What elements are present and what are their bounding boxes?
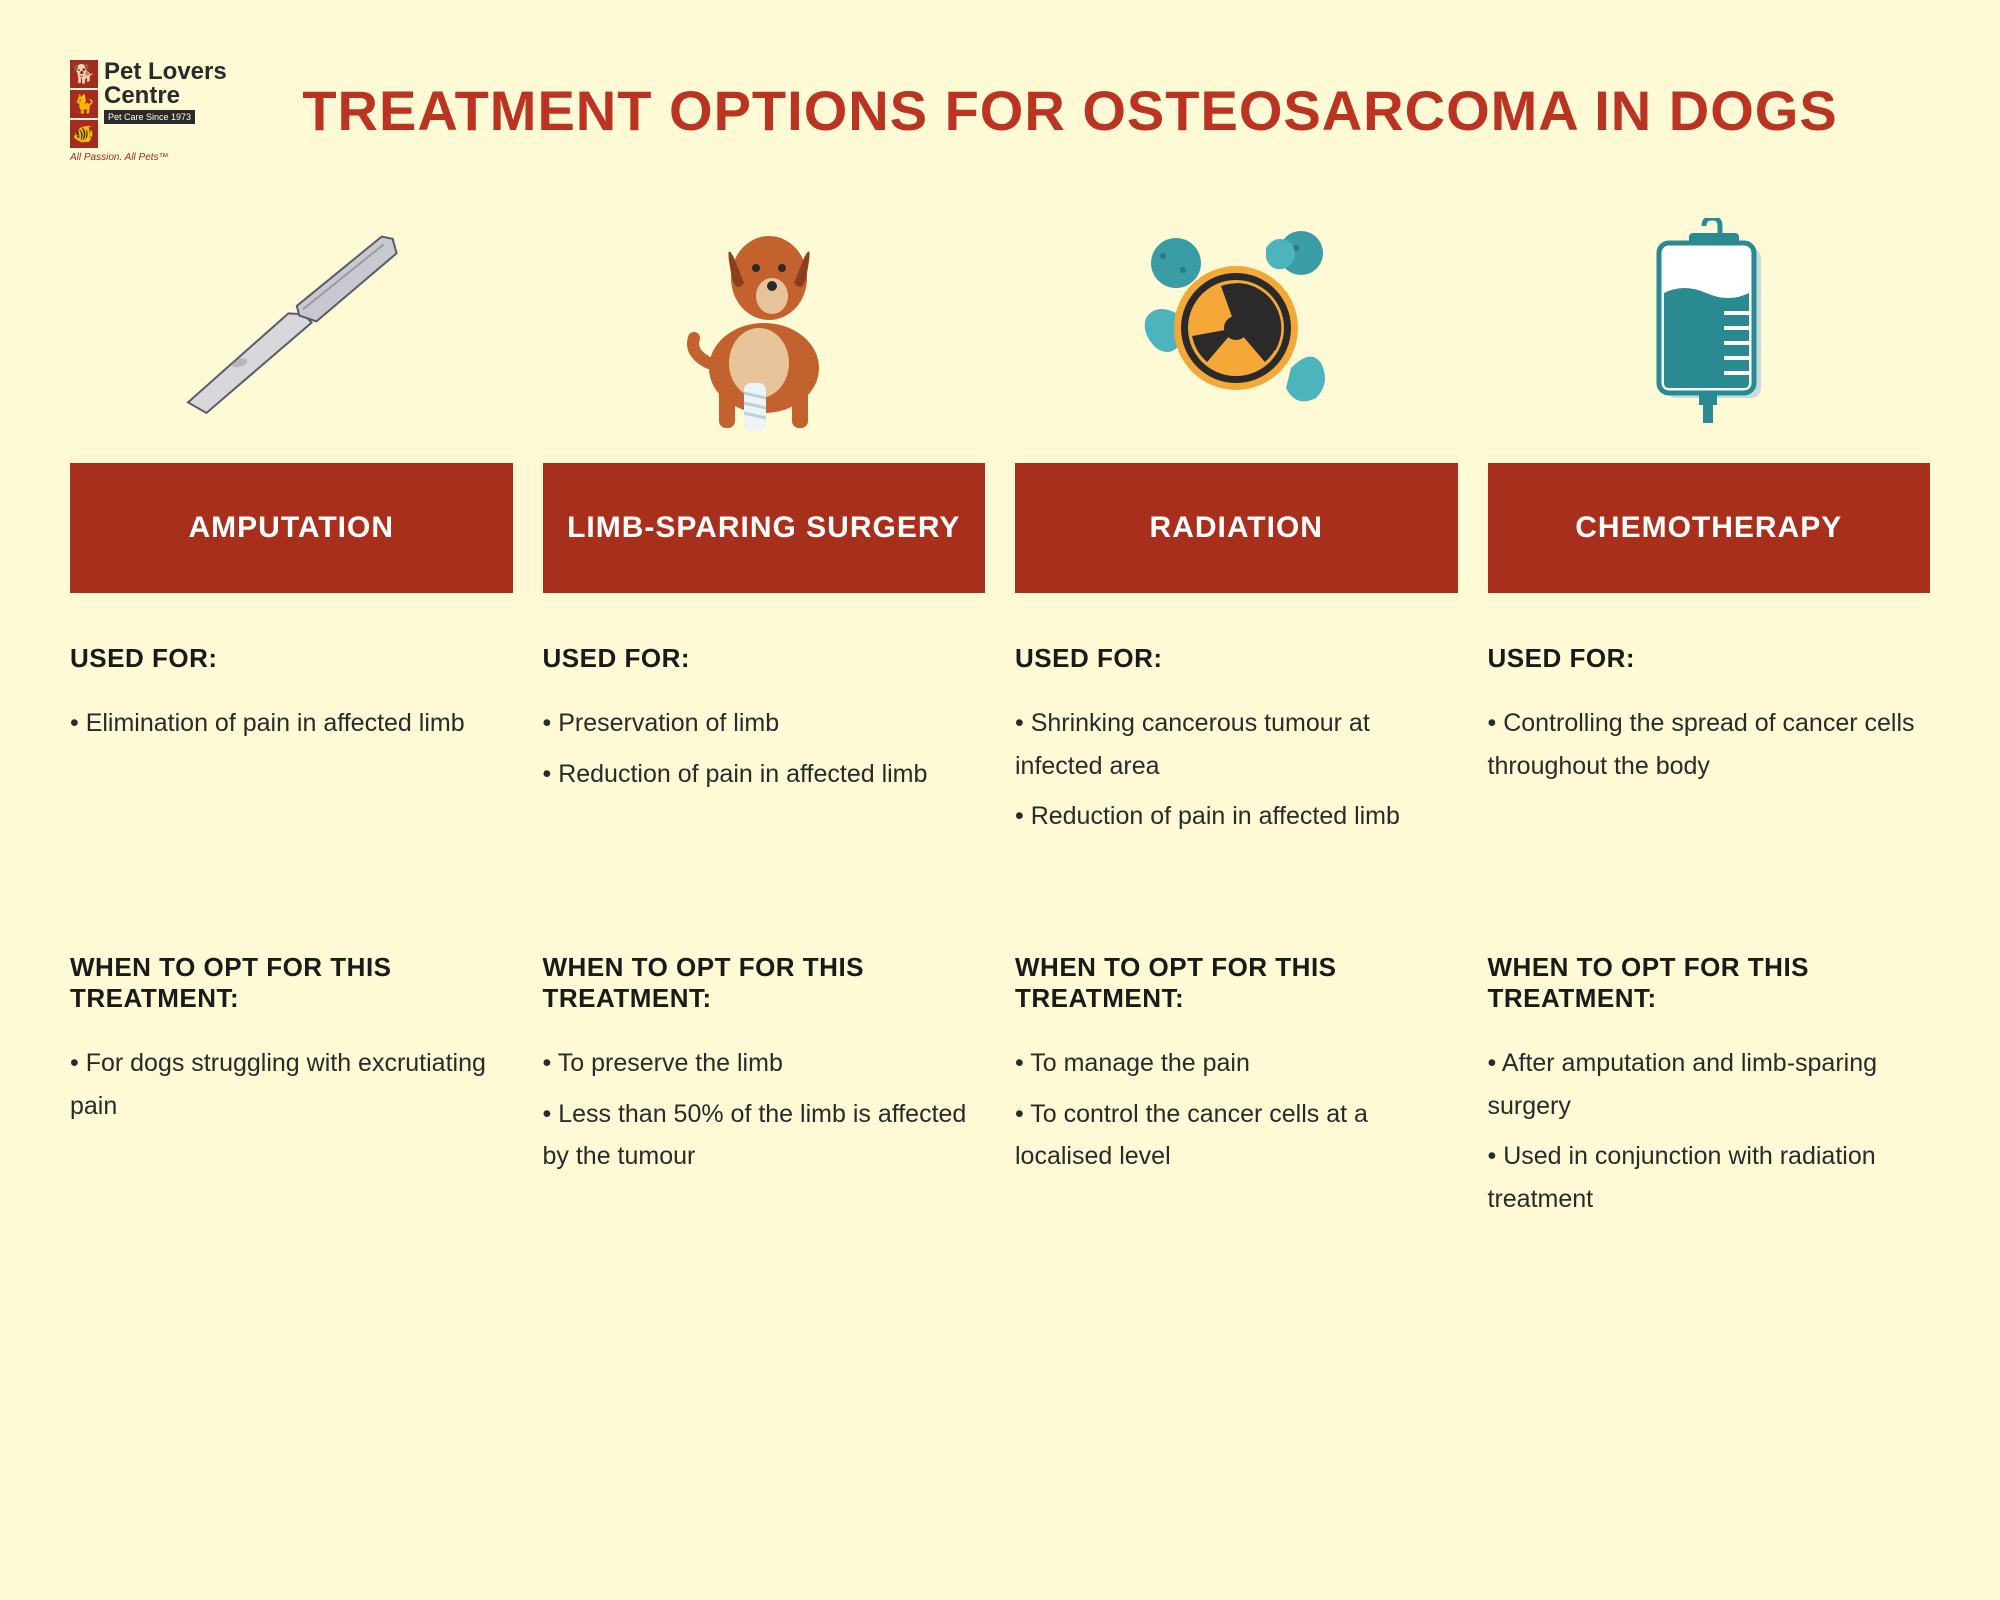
bullet-item: • Preservation of limb	[543, 702, 986, 745]
logo-icon-fish: 🐠	[70, 120, 98, 148]
icon-area	[543, 203, 986, 443]
used-for-list: • Shrinking cancerous tumour at infected…	[1015, 702, 1458, 882]
column-title: CHEMOTHERAPY	[1488, 463, 1931, 593]
bullet-item: • Controlling the spread of cancer cells…	[1488, 702, 1931, 787]
column-radiation: RADIATION USED FOR: • Shrinking cancerou…	[1015, 203, 1458, 1298]
used-for-list: • Elimination of pain in affected limb	[70, 702, 513, 882]
when-to-opt-label: WHEN TO OPT FOR THIS TREATMENT:	[1015, 952, 1458, 1014]
columns-container: AMPUTATION USED FOR: • Elimination of pa…	[70, 203, 1930, 1298]
bullet-item: • To preserve the limb	[543, 1042, 986, 1085]
dog-icon	[664, 208, 864, 438]
used-for-label: USED FOR:	[1015, 643, 1458, 674]
used-for-label: USED FOR:	[543, 643, 986, 674]
when-to-opt-list: • After amputation and limb-sparing surg…	[1488, 1042, 1931, 1228]
scalpel-icon	[133, 200, 450, 446]
column-title: AMPUTATION	[70, 463, 513, 593]
bullet-item: • Reduction of pain in affected limb	[1015, 795, 1458, 838]
logo-tagline: All Passion. All Pets™	[70, 152, 250, 163]
bullet-item: • For dogs struggling with excrutiating …	[70, 1042, 513, 1127]
used-for-label: USED FOR:	[1488, 643, 1931, 674]
bullet-item: • Reduction of pain in affected limb	[543, 753, 986, 796]
column-chemotherapy: CHEMOTHERAPY USED FOR: • Controlling the…	[1488, 203, 1931, 1298]
bullet-item: • To manage the pain	[1015, 1042, 1458, 1085]
icon-area	[1015, 203, 1458, 443]
bullet-item: • Less than 50% of the limb is affected …	[543, 1093, 986, 1178]
main-title: TREATMENT OPTIONS FOR OSTEOSARCOMA IN DO…	[210, 79, 1930, 143]
icon-area	[1488, 203, 1931, 443]
bullet-item: • After amputation and limb-sparing surg…	[1488, 1042, 1931, 1127]
bullet-item: • Used in conjunction with radiation tre…	[1488, 1135, 1931, 1220]
bullet-item: • Elimination of pain in affected limb	[70, 702, 513, 745]
header: 🐕 🐈 🐠 Pet Lovers Centre Pet Care Since 1…	[70, 60, 1930, 163]
when-to-opt-list: • For dogs struggling with excrutiating …	[70, 1042, 513, 1222]
iv-bag-icon	[1634, 218, 1784, 428]
used-for-list: • Preservation of limb • Reduction of pa…	[543, 702, 986, 882]
when-to-opt-list: • To manage the pain • To control the ca…	[1015, 1042, 1458, 1222]
icon-area	[70, 203, 513, 443]
column-title: LIMB-SPARING SURGERY	[543, 463, 986, 593]
when-to-opt-label: WHEN TO OPT FOR THIS TREATMENT:	[543, 952, 986, 1014]
bullet-item: • Shrinking cancerous tumour at infected…	[1015, 702, 1458, 787]
logo-icon-dog: 🐕	[70, 60, 98, 88]
logo-icon-cat: 🐈	[70, 90, 98, 118]
column-title: RADIATION	[1015, 463, 1458, 593]
logo-subtitle: Pet Care Since 1973	[104, 110, 195, 124]
when-to-opt-label: WHEN TO OPT FOR THIS TREATMENT:	[1488, 952, 1931, 1014]
when-to-opt-label: WHEN TO OPT FOR THIS TREATMENT:	[70, 952, 513, 1014]
radiation-icon	[1121, 218, 1351, 428]
used-for-label: USED FOR:	[70, 643, 513, 674]
column-amputation: AMPUTATION USED FOR: • Elimination of pa…	[70, 203, 513, 1298]
column-limb-sparing: LIMB-SPARING SURGERY USED FOR: • Preserv…	[543, 203, 986, 1298]
when-to-opt-list: • To preserve the limb • Less than 50% o…	[543, 1042, 986, 1222]
used-for-list: • Controlling the spread of cancer cells…	[1488, 702, 1931, 882]
bullet-item: • To control the cancer cells at a local…	[1015, 1093, 1458, 1178]
